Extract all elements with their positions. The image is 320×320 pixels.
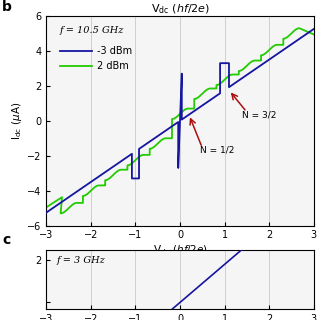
Text: -3 dBm: -3 dBm [97,45,132,56]
Text: b: b [2,0,12,14]
Text: 2 dBm: 2 dBm [97,61,129,71]
Text: N = 1/2: N = 1/2 [200,145,234,154]
Text: N = 3/2: N = 3/2 [242,110,277,119]
Text: f = 3 GHz: f = 3 GHz [57,255,106,265]
Text: f = 10.5 GHz: f = 10.5 GHz [60,27,124,36]
X-axis label: V$_{\rm dc}$ ($hf$/2$e$): V$_{\rm dc}$ ($hf$/2$e$) [153,243,207,257]
Text: c: c [2,233,11,247]
Title: V$_{\rm dc}$ ($hf$/2$e$): V$_{\rm dc}$ ($hf$/2$e$) [151,2,209,16]
Y-axis label: I$_{\rm dc}$ ($\mu$A): I$_{\rm dc}$ ($\mu$A) [10,102,24,140]
